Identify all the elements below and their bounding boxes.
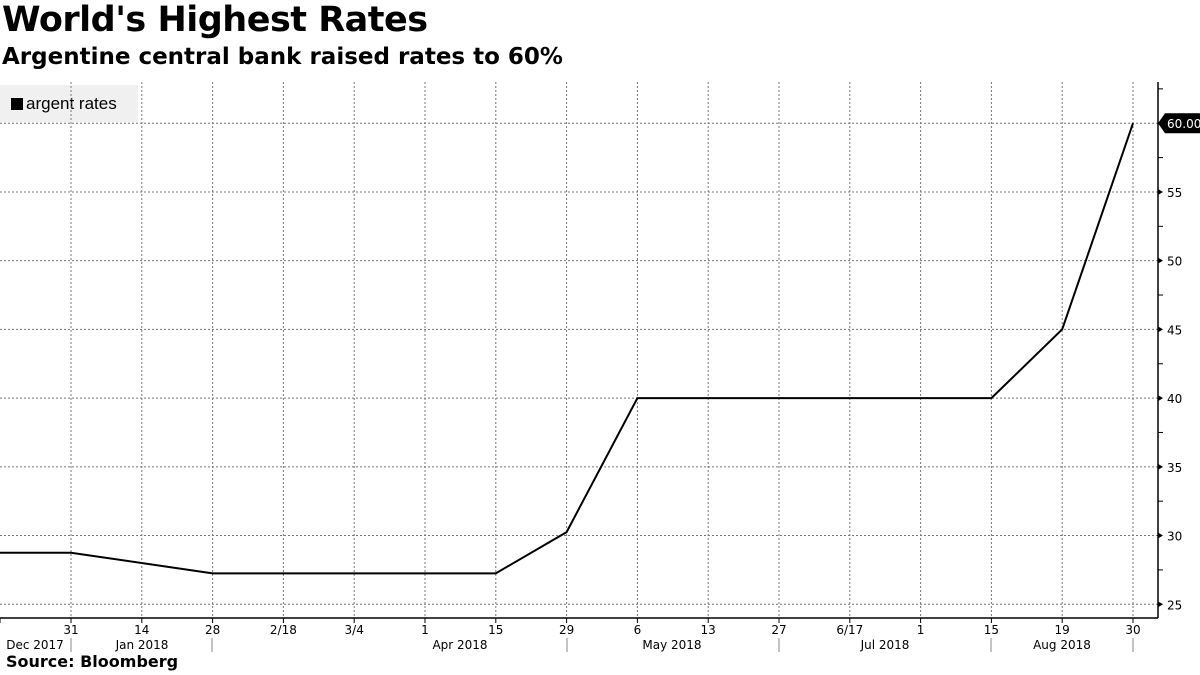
x-tick-label: 13 bbox=[701, 623, 716, 637]
x-tick-label: 14 bbox=[134, 623, 149, 637]
x-month-label: Aug 2018 bbox=[1033, 638, 1091, 652]
y-tick-label: 25 bbox=[1167, 598, 1182, 612]
y-tick-label: 35 bbox=[1167, 461, 1182, 475]
y-tick-label: 45 bbox=[1167, 323, 1182, 337]
y-tick bbox=[1158, 395, 1163, 402]
x-tick-label: 1 bbox=[421, 623, 429, 637]
x-tick-label: 6/17 bbox=[836, 623, 863, 637]
chart-subtitle: Argentine central bank raised rates to 6… bbox=[2, 44, 563, 70]
x-tick-label: 1 bbox=[917, 623, 925, 637]
x-tick-label: 29 bbox=[559, 623, 574, 637]
x-tick-label: 19 bbox=[1055, 623, 1070, 637]
x-month-label: Dec 2017 bbox=[6, 638, 64, 652]
y-tick-label: 55 bbox=[1167, 186, 1182, 200]
legend-swatch bbox=[11, 97, 23, 110]
x-tick-label: 30 bbox=[1125, 623, 1140, 637]
x-month-label: May 2018 bbox=[642, 638, 701, 652]
last-value-label: 60.00 bbox=[1167, 117, 1200, 131]
x-tick-label: 27 bbox=[771, 623, 786, 637]
x-month-label: Jan 2018 bbox=[115, 638, 169, 652]
y-tick bbox=[1158, 257, 1163, 264]
x-month-label: Jul 2018 bbox=[860, 638, 910, 652]
x-tick-label: 2/18 bbox=[270, 623, 297, 637]
legend: argent rates bbox=[0, 85, 138, 122]
y-tick bbox=[1158, 601, 1163, 608]
x-month-label: Apr 2018 bbox=[432, 638, 487, 652]
last-value-tag bbox=[1158, 113, 1200, 134]
chart-title: World's Highest Rates bbox=[2, 0, 428, 40]
x-tick-label: 6 bbox=[634, 623, 642, 637]
y-tick-label: 50 bbox=[1167, 255, 1182, 269]
x-tick-label: 15 bbox=[488, 623, 503, 637]
y-tick-label: 30 bbox=[1167, 530, 1182, 544]
x-tick-label: 28 bbox=[205, 623, 220, 637]
y-tick-label: 40 bbox=[1167, 392, 1182, 406]
y-tick bbox=[1158, 463, 1163, 470]
x-tick-label: 3/4 bbox=[345, 623, 364, 637]
source-note: Source: Bloomberg bbox=[6, 652, 179, 671]
y-tick bbox=[1158, 326, 1163, 333]
y-tick bbox=[1158, 532, 1163, 539]
series-line-argent-rates bbox=[0, 122, 1134, 575]
y-tick bbox=[1158, 188, 1163, 195]
x-tick-label: 15 bbox=[984, 623, 999, 637]
x-tick-label: 31 bbox=[63, 623, 78, 637]
